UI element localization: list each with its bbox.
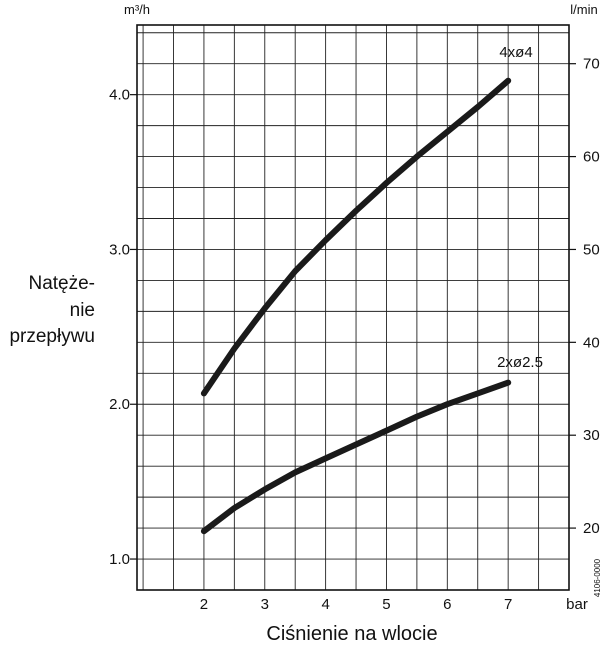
- series-lines: [200, 77, 512, 535]
- y-tick-label-right: 30: [583, 427, 600, 444]
- x-tick-label: 5: [382, 596, 390, 613]
- plot-frame: [136, 24, 570, 591]
- y-tick-label-right: 70: [583, 56, 600, 73]
- y-axis-label-line-3: przepływu: [9, 326, 95, 347]
- y-tick-label-right: 40: [583, 334, 600, 351]
- y-tick-label-left: 4.0: [109, 87, 130, 104]
- series-label-4x4: 4xø4: [499, 44, 532, 61]
- y-tick-label-right: 50: [583, 241, 600, 258]
- y-unit-right: l/min: [570, 2, 597, 17]
- y-unit-left: m³/h: [124, 2, 150, 17]
- x-tick-label: 4: [321, 596, 329, 613]
- y-tick-label-left: 3.0: [109, 241, 130, 258]
- x-axis-label: Ciśnienie na wlocie: [266, 623, 437, 645]
- tick-labels: 2 3 4 5 6 7 1.0 2.0 3.0 4.0 20 30 40 50 60 70: [109, 56, 600, 613]
- x-unit-label: bar: [566, 596, 588, 613]
- y-tick-label-left: 2.0: [109, 396, 130, 413]
- x-tick-label: 2: [200, 596, 208, 613]
- y-tick-label-right: 20: [583, 520, 600, 537]
- x-tick-label: 6: [443, 596, 451, 613]
- y-axis-label-line-1: Natęże-: [28, 273, 95, 294]
- figure-code: 4106-0000: [593, 558, 602, 597]
- x-tick-label: 7: [504, 596, 512, 613]
- series-label-2x2-5: 2xø2.5: [497, 354, 543, 371]
- series-line-2x2-5: [200, 379, 512, 535]
- y-tick-label-right: 60: [583, 149, 600, 166]
- y-axis-label-line-2: nie: [70, 300, 95, 321]
- y-tick-label-left: 1.0: [109, 551, 130, 568]
- x-tick-label: 3: [261, 596, 269, 613]
- series-line-4x4: [200, 77, 512, 397]
- chart-grid: [137, 25, 569, 590]
